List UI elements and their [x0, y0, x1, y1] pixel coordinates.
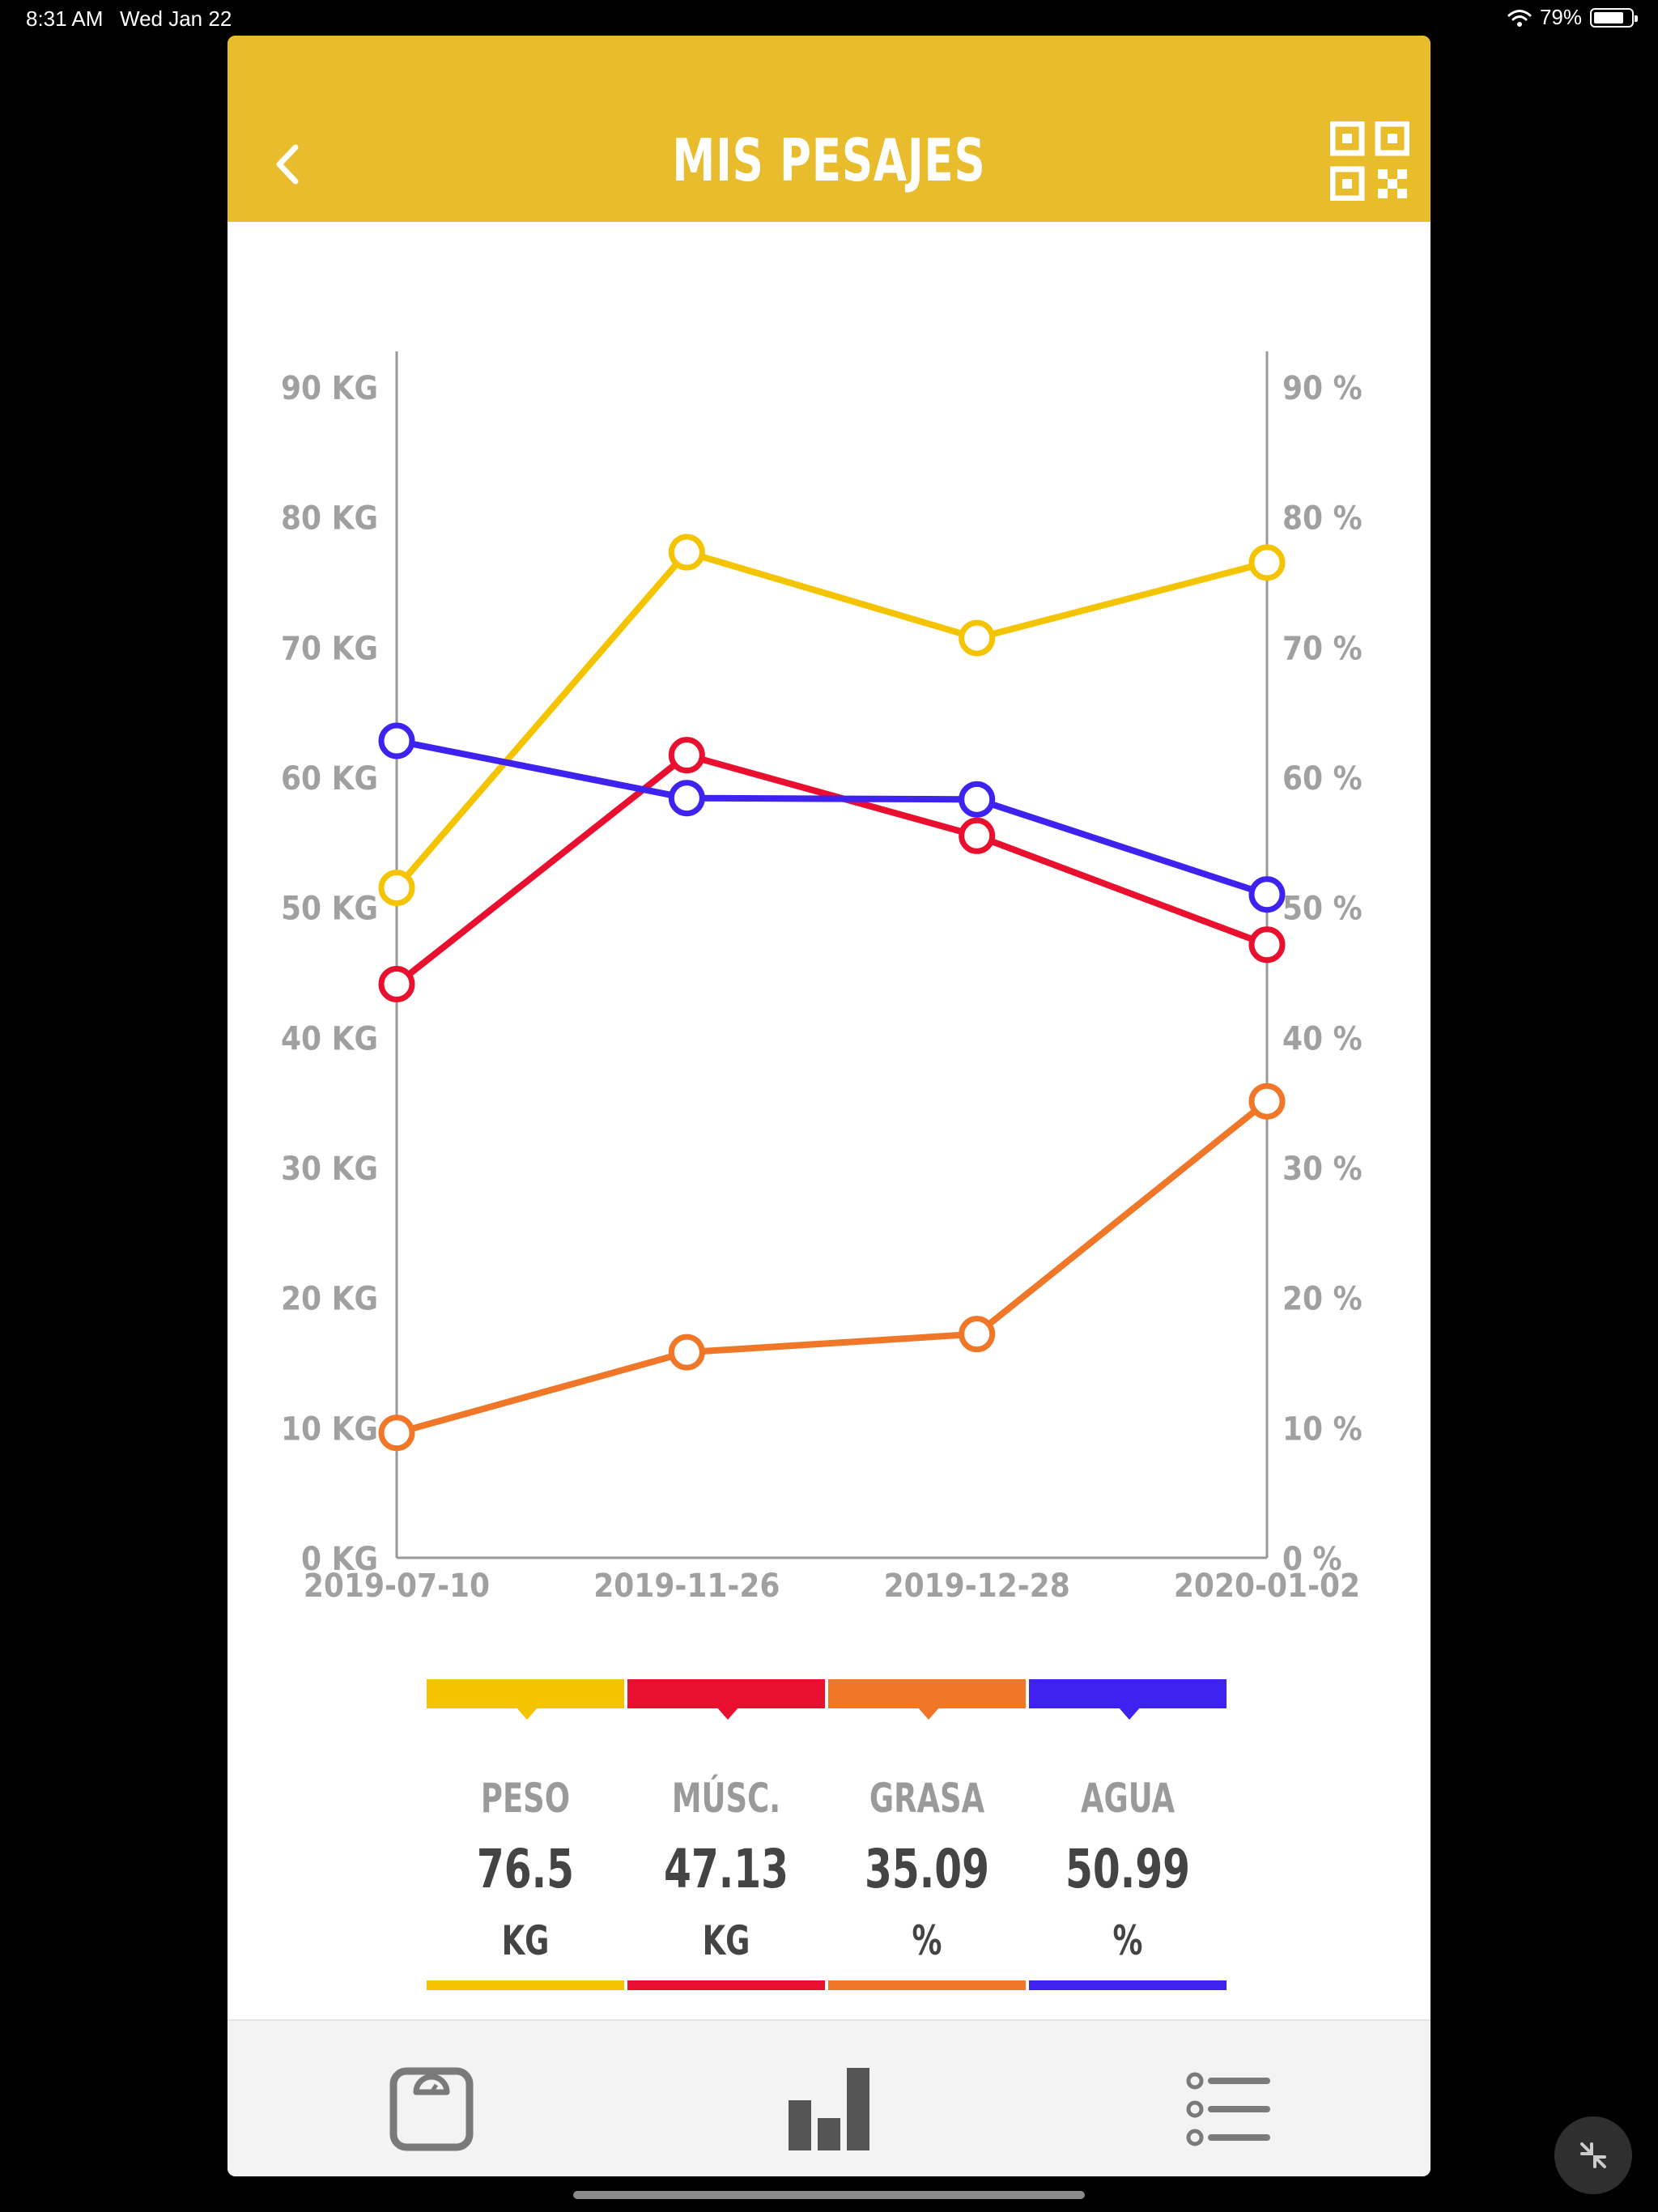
- tab-scale[interactable]: [387, 2065, 476, 2154]
- right-tick-label: 60 %: [1282, 760, 1363, 798]
- left-tick-label: 40 KG: [281, 1020, 378, 1057]
- data-point: [668, 1334, 705, 1371]
- legend-underline: [828, 1980, 1026, 1990]
- collapse-button[interactable]: [1554, 2116, 1632, 2194]
- chevron-left-icon: [276, 144, 299, 185]
- left-tick-label: 70 KG: [281, 630, 378, 667]
- data-point: [668, 780, 705, 817]
- bottom-tab-bar: [227, 2019, 1431, 2176]
- left-tick-label: 0 KG: [301, 1541, 378, 1578]
- data-point: [959, 1316, 996, 1353]
- left-tick-label: 20 KG: [281, 1281, 378, 1318]
- data-point: [959, 619, 996, 657]
- left-tick-label: 50 KG: [281, 891, 378, 928]
- legend-value: 76.5: [476, 1838, 575, 1900]
- bar-chart-icon: [789, 2068, 869, 2150]
- right-tick-label: 30 %: [1282, 1151, 1363, 1188]
- data-point: [959, 817, 996, 854]
- legend-underline: [1029, 1980, 1226, 1990]
- tab-chart[interactable]: [784, 2065, 874, 2154]
- x-tick-label: 2019-07-10: [304, 1568, 490, 1605]
- legend-unit: %: [912, 1917, 942, 1964]
- qr-code-icon: [1329, 121, 1410, 202]
- chart-legend: PESO 76.5 KG MÚSC. 47.13 KG GRASA 35.09% AGUA 50.…: [427, 1679, 1228, 1991]
- page-title: MIS PESAJES: [672, 126, 986, 194]
- legend-label: GRASA: [869, 1775, 985, 1822]
- back-button[interactable]: [265, 136, 313, 193]
- tab-list[interactable]: [1183, 2065, 1272, 2154]
- right-tick-label: 20 %: [1282, 1281, 1363, 1318]
- legend-value: 47.13: [663, 1838, 789, 1900]
- legend-underline: [427, 1980, 624, 1990]
- data-point: [378, 870, 415, 907]
- scale-icon: [389, 2067, 474, 2151]
- legend-pointer: [516, 1707, 538, 1720]
- list-icon: [1186, 2072, 1270, 2146]
- legend-color-bar: [828, 1679, 1026, 1708]
- x-tick-label: 2019-12-28: [884, 1568, 1070, 1605]
- left-tick-label: 60 KG: [281, 760, 378, 798]
- legend-value: 50.99: [1065, 1838, 1191, 1900]
- weight-line-chart: 0 KG 10 KG 20 KG 30 KG 40 KG 50 KG 60 KG 70 KG 8…: [281, 351, 1363, 1605]
- legend-unit: %: [1112, 1917, 1143, 1964]
- status-date: Wed Jan 22: [120, 6, 232, 31]
- legend-item[interactable]: MÚSC. 47.13 KG: [627, 1679, 825, 1991]
- legend-item[interactable]: PESO 76.5 KG: [427, 1679, 624, 1991]
- data-point: [378, 1414, 415, 1452]
- legend-unit: KG: [702, 1917, 750, 1964]
- data-point: [668, 737, 705, 774]
- data-point: [1248, 544, 1286, 581]
- status-bar: 8:31 AM Wed Jan 22 79%: [0, 0, 1658, 39]
- right-tick-label: 80 %: [1282, 500, 1363, 538]
- legend-item[interactable]: GRASA 35.09%: [828, 1679, 1026, 1991]
- series-line: [393, 738, 1270, 898]
- header-bar: MIS PESAJES: [227, 36, 1431, 222]
- legend-value: 35.09: [864, 1838, 990, 1900]
- data-point: [1248, 1083, 1286, 1120]
- status-right: 79%: [1507, 5, 1638, 30]
- series-line: [393, 1098, 1270, 1436]
- legend-underline: [627, 1980, 825, 1990]
- series-line: [393, 751, 1270, 988]
- right-tick-label: 40 %: [1282, 1020, 1363, 1057]
- legend-unit: KG: [501, 1917, 550, 1964]
- wifi-icon: [1507, 9, 1532, 27]
- legend-color-bar: [427, 1679, 624, 1708]
- legend-pointer: [1118, 1707, 1141, 1720]
- data-point: [378, 722, 415, 759]
- right-tick-label: 10 %: [1282, 1410, 1363, 1448]
- legend-label: PESO: [480, 1775, 571, 1822]
- right-tick-label: 70 %: [1282, 630, 1363, 667]
- collapse-arrows-icon: [1580, 2142, 1606, 2168]
- data-point: [1248, 876, 1286, 913]
- legend-color-bar: [1029, 1679, 1226, 1708]
- battery-icon: [1590, 7, 1638, 28]
- home-indicator[interactable]: [573, 2191, 1085, 2199]
- data-point: [959, 781, 996, 818]
- status-time: 8:31 AM: [26, 6, 104, 31]
- left-tick-label: 10 KG: [281, 1410, 378, 1448]
- x-tick-label: 2020-01-02: [1174, 1568, 1360, 1605]
- left-tick-label: 80 KG: [281, 500, 378, 538]
- legend-pointer: [917, 1707, 940, 1720]
- legend-pointer: [716, 1707, 739, 1720]
- qr-code-button[interactable]: [1329, 121, 1410, 202]
- x-tick-label: 2019-11-26: [593, 1568, 780, 1605]
- left-tick-label: 90 KG: [281, 370, 378, 407]
- battery-percent: 79%: [1539, 5, 1582, 29]
- legend-color-bar: [627, 1679, 825, 1708]
- right-tick-label: 50 %: [1282, 891, 1363, 928]
- data-point: [668, 534, 705, 571]
- right-tick-label: 90 %: [1282, 370, 1363, 407]
- legend-label: AGUA: [1080, 1775, 1175, 1822]
- right-tick-label: 0 %: [1282, 1541, 1342, 1578]
- app-window: MIS PESAJES 0 KG 10 KG 20 KG 30 KG 40 KG 50 K…: [227, 36, 1431, 2176]
- series-line: [393, 549, 1270, 891]
- left-tick-label: 30 KG: [281, 1151, 378, 1188]
- data-point: [1248, 926, 1286, 963]
- legend-label: MÚSC.: [671, 1775, 781, 1822]
- legend-item[interactable]: AGUA 50.99%: [1029, 1679, 1226, 1991]
- data-point: [378, 965, 415, 1002]
